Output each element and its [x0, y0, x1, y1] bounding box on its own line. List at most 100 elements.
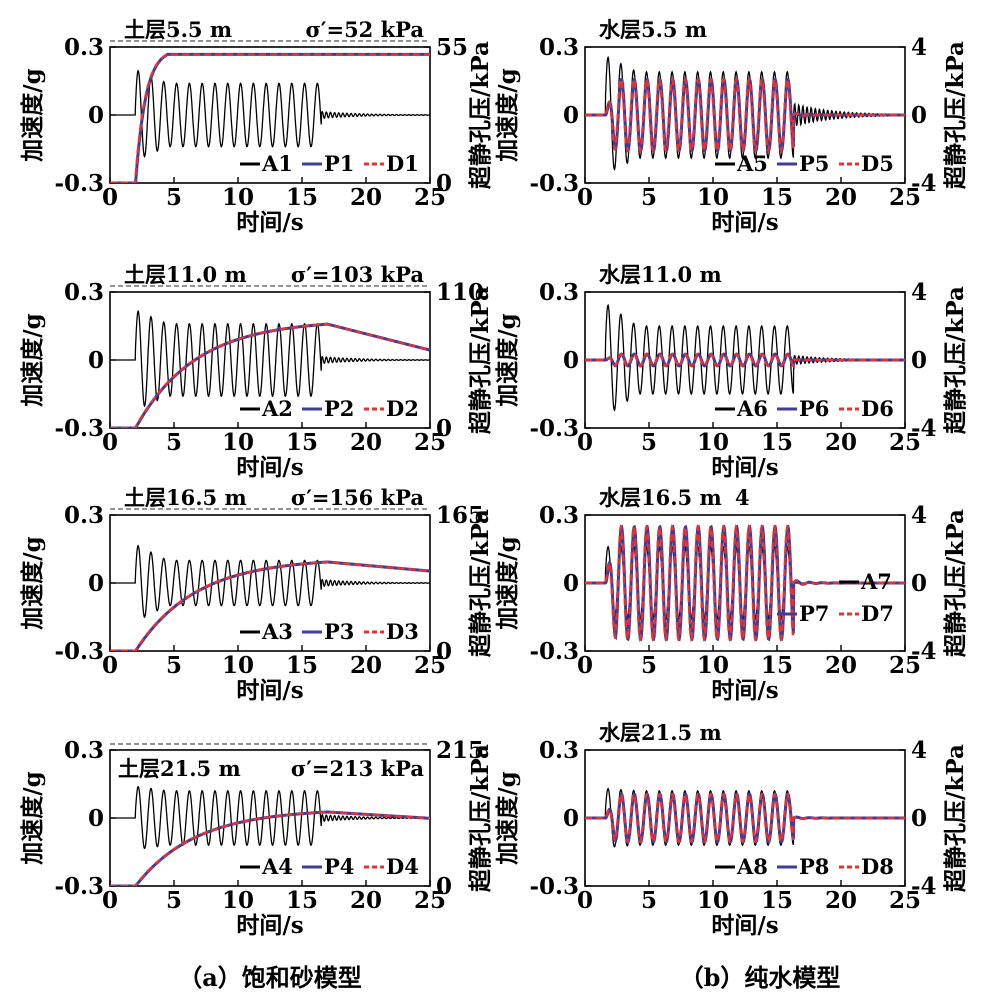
legend-label-P1: P1 — [324, 151, 354, 176]
y2-tick-label: -4 — [911, 170, 937, 197]
x-tick-label: 15 — [286, 429, 318, 456]
x-axis-label: 时间/s — [711, 912, 778, 939]
x-tick-label: 0 — [577, 184, 593, 211]
x-tick-label: 15 — [761, 184, 793, 211]
x-tick-label: 25 — [889, 652, 921, 679]
x-tick-label: 10 — [222, 887, 254, 914]
legend-label-P2: P2 — [324, 396, 354, 421]
x-tick-label: 0 — [577, 652, 593, 679]
y2-tick-label: -4 — [911, 415, 937, 442]
legend-label-A5: A5 — [736, 151, 768, 176]
x-tick-label: 10 — [222, 652, 254, 679]
legend-label-A6: A6 — [736, 396, 768, 421]
legend-label-D7: D7 — [861, 601, 894, 626]
x-tick-label: 15 — [286, 652, 318, 679]
legend-label-P6: P6 — [799, 396, 829, 421]
y-axis-label: 加速度/g — [19, 313, 46, 407]
x-tick-label: 0 — [102, 184, 118, 211]
y2-tick-label: 4 — [911, 279, 927, 306]
y-axis-label: 加速度/g — [19, 536, 46, 630]
x-tick-label: 5 — [166, 652, 182, 679]
y2-axis-label: 超静孔压/kPa — [467, 41, 494, 189]
legend-label-A1: A1 — [261, 151, 293, 176]
y2-tick-label: 0 — [436, 873, 452, 900]
y-tick-label: 0.3 — [64, 502, 104, 529]
series-D2 — [110, 323, 430, 428]
y2-tick-label: 215 — [436, 737, 484, 764]
y-axis-label: 加速度/g — [494, 771, 521, 865]
panel-annotation: σ′=213 kPa — [291, 756, 425, 781]
y2-tick-label: 0 — [911, 805, 927, 832]
x-tick-label: 25 — [414, 184, 446, 211]
y2-tick-label: 0 — [911, 347, 927, 374]
series-D4 — [110, 810, 430, 886]
y2-tick-label: 0 — [911, 570, 927, 597]
y2-axis-label: 超静孔压/kPa — [467, 509, 494, 657]
x-tick-label: 5 — [641, 184, 657, 211]
y-tick-label: 0.3 — [539, 737, 579, 764]
y-tick-label: -0.3 — [54, 170, 104, 197]
x-tick-label: 15 — [761, 429, 793, 456]
x-tick-label: 5 — [641, 429, 657, 456]
legend-label-D2: D2 — [386, 396, 419, 421]
x-tick-label: 10 — [697, 887, 729, 914]
x-tick-label: 15 — [286, 887, 318, 914]
y2-tick-label: 110 — [436, 279, 484, 306]
panel-title: 水层5.5 m — [599, 17, 707, 42]
y-tick-label: 0.3 — [539, 34, 579, 61]
y-tick-label: -0.3 — [529, 873, 579, 900]
series-A2 — [110, 309, 430, 408]
x-axis-label: 时间/s — [711, 677, 778, 704]
x-tick-label: 10 — [222, 184, 254, 211]
x-axis-label: 时间/s — [711, 209, 778, 236]
panel-annotation: σ′=156 kPa — [291, 485, 425, 510]
x-tick-label: 20 — [825, 184, 857, 211]
legend-label-P7: P7 — [799, 601, 829, 626]
legend-label-A2: A2 — [261, 396, 293, 421]
legend-label-D6: D6 — [861, 396, 894, 421]
x-tick-label: 10 — [697, 652, 729, 679]
y2-tick-label: -4 — [911, 873, 937, 900]
panel-title: 土层16.5 m — [124, 485, 247, 510]
legend-label-A8: A8 — [736, 854, 768, 879]
panel-title: 水层21.5 m — [599, 720, 722, 745]
y-tick-label: -0.3 — [529, 170, 579, 197]
y-tick-label: 0.3 — [539, 279, 579, 306]
x-axis-label: 时间/s — [236, 912, 303, 939]
x-tick-label: 5 — [641, 887, 657, 914]
y2-tick-label: 55 — [436, 34, 468, 61]
y-axis-label: 加速度/g — [494, 68, 521, 162]
y2-axis-label: 超静孔压/kPa — [467, 744, 494, 892]
x-tick-label: 15 — [761, 652, 793, 679]
y-tick-label: 0 — [563, 102, 579, 129]
series-D8 — [585, 792, 905, 844]
panel-title: 土层5.5 m — [124, 17, 232, 42]
x-tick-label: 5 — [166, 184, 182, 211]
x-tick-label: 20 — [825, 887, 857, 914]
x-tick-label: 10 — [697, 184, 729, 211]
x-tick-label: 10 — [697, 429, 729, 456]
legend-label-P3: P3 — [324, 619, 354, 644]
y-tick-label: 0 — [88, 805, 104, 832]
x-tick-label: 20 — [825, 429, 857, 456]
y2-axis-label: 超静孔压/kPa — [942, 286, 969, 434]
x-axis-label: 时间/s — [236, 677, 303, 704]
x-tick-label: 5 — [166, 887, 182, 914]
y-tick-label: 0 — [563, 347, 579, 374]
x-tick-label: 25 — [889, 184, 921, 211]
y2-axis-label: 超静孔压/kPa — [942, 509, 969, 657]
caption-left: （a）饱和砂模型 — [178, 963, 362, 992]
y2-axis-label: 超静孔压/kPa — [942, 41, 969, 189]
x-tick-label: 25 — [414, 652, 446, 679]
legend-label-D1: D1 — [386, 151, 419, 176]
x-tick-label: 20 — [350, 887, 382, 914]
y2-tick-label: 4 — [911, 502, 927, 529]
panel-title: 土层11.0 m — [124, 262, 247, 287]
